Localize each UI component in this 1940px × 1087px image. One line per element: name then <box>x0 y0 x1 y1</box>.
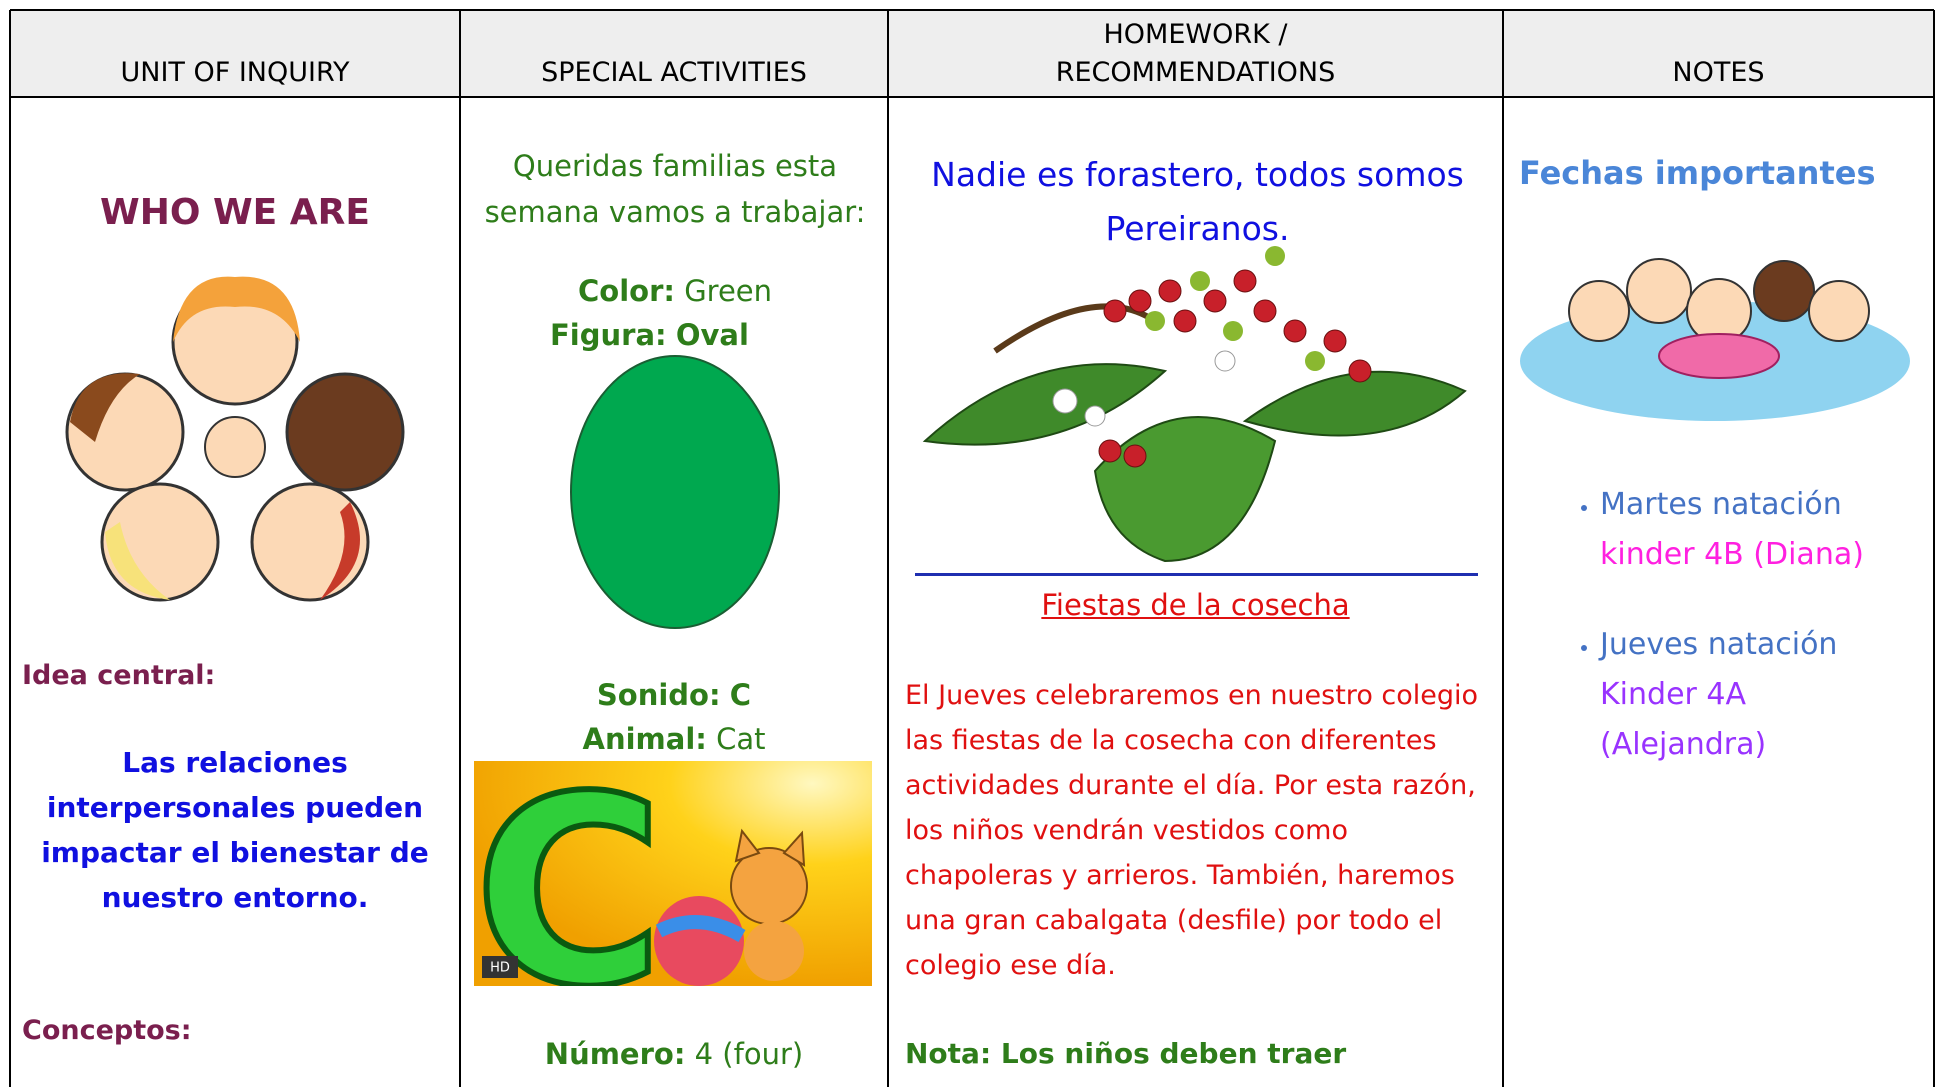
idea-text: Las relaciones interpersonales pueden im… <box>41 746 429 914</box>
item-day: Martes natación <box>1600 487 1842 522</box>
border <box>9 10 11 1087</box>
oval-shape <box>570 355 780 629</box>
intro-text: Queridas familias esta semana vamos a tr… <box>484 149 866 229</box>
header-cell: SPECIAL ACTIVITIES <box>460 10 888 96</box>
header-cell: NOTES <box>1503 10 1934 96</box>
header-text: SPECIAL ACTIVITIES <box>541 57 807 88</box>
notes-list: Martes natación kinder 4B (Diana) Jueves … <box>1560 480 1930 810</box>
figure-line: Figura: Oval <box>550 318 749 352</box>
animal-line: Animal: Cat <box>460 722 888 756</box>
list-item: Jueves natación Kinder 4A (Alejandra) <box>1600 620 1930 770</box>
image-badge: HD <box>490 961 510 976</box>
notes-heading: Fechas importantes <box>1519 154 1876 192</box>
border <box>459 10 461 1087</box>
header-text: UNIT OF INQUIRY <box>120 57 350 88</box>
header-cell: UNIT OF INQUIRY <box>10 10 460 96</box>
coffee-illustration <box>922 246 1467 563</box>
item-group: kinder 4B (Diana) <box>1600 537 1864 572</box>
divider <box>915 573 1478 576</box>
header-text: HOMEWORK / RECOMMENDATIONS <box>1055 19 1336 88</box>
value: Cat <box>716 722 766 756</box>
number-line: Número: 4 (four) <box>460 1037 888 1071</box>
unit-title: WHO WE ARE <box>100 192 370 233</box>
label: Animal: <box>582 722 707 756</box>
swimming-illustration <box>1520 258 1910 421</box>
color-line: Color: Green <box>578 274 772 308</box>
border <box>887 10 889 1087</box>
value: C <box>729 678 752 712</box>
image-letter: C <box>474 761 664 986</box>
border <box>10 9 1934 11</box>
kids-illustration <box>65 276 405 602</box>
letter-c-image: C HD <box>474 761 872 986</box>
label: Figura: <box>550 318 667 352</box>
value: 4 (four) <box>694 1037 804 1071</box>
header-text: NOTES <box>1672 57 1765 88</box>
value: Green <box>684 274 773 308</box>
homework-subtitle: Fiestas de la cosecha <box>1041 588 1350 622</box>
label: Número: <box>544 1037 686 1071</box>
homework-note: Nota: Los niños deben traer <box>905 1037 1347 1070</box>
homework-heading: Nadie es forastero, todos somos Pereiran… <box>931 155 1464 248</box>
idea-label: Idea central: <box>22 660 216 691</box>
border <box>1933 10 1935 1087</box>
label: Sonido: <box>596 678 721 712</box>
border <box>10 96 1934 98</box>
list: Martes natación kinder 4B (Diana) Jueves … <box>1560 480 1930 770</box>
item-group: Kinder 4A (Alejandra) <box>1600 677 1767 762</box>
list-item: Martes natación kinder 4B (Diana) <box>1600 480 1930 580</box>
homework-body: El Jueves celebraremos en nuestro colegi… <box>905 680 1479 981</box>
label: Color: <box>578 274 675 308</box>
border <box>1502 10 1504 1087</box>
sound-line: Sonido: C <box>460 678 888 712</box>
concepts-label: Conceptos: <box>22 1015 192 1046</box>
header-cell: HOMEWORK / RECOMMENDATIONS <box>888 10 1503 96</box>
value: Oval <box>675 318 749 352</box>
item-day: Jueves natación <box>1600 627 1838 662</box>
